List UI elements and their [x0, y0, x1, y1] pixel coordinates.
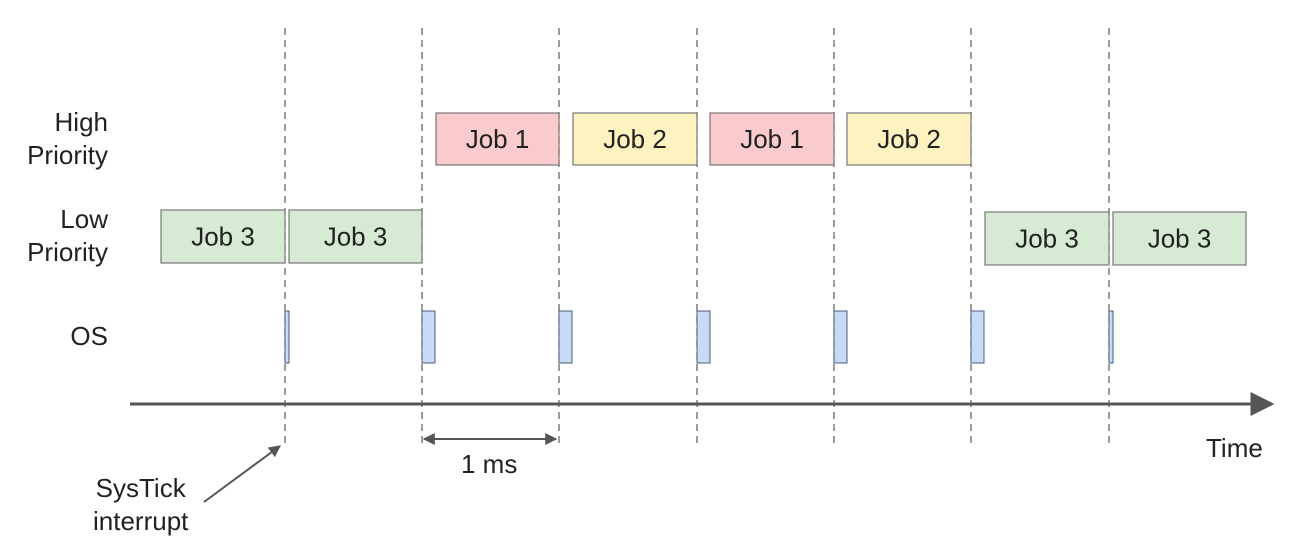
- job-label: Job 1: [740, 124, 804, 154]
- job-block: Job 2: [846, 112, 972, 166]
- high-priority-jobs: Job 1 Job 2 Job 1 Job 2: [435, 112, 972, 166]
- interval-label: 1 ms: [461, 449, 518, 479]
- job-label: Job 3: [1148, 224, 1212, 254]
- job-label: Job 2: [877, 124, 941, 154]
- os-block: [1108, 310, 1114, 364]
- job-block: Job 2: [572, 112, 698, 166]
- systick-pointer-arrow: [203, 445, 281, 503]
- job-label: Job 2: [603, 124, 667, 154]
- job-label: Job 1: [466, 124, 530, 154]
- low-priority-jobs: Job 3 Job 3 Job 3 Job 3: [160, 209, 1247, 266]
- job-block: Job 1: [435, 112, 560, 166]
- os-blocks: [284, 310, 1114, 364]
- systick-interrupt-label: SysTick interrupt: [93, 473, 189, 536]
- job-block: Job 3: [1112, 211, 1247, 266]
- job-box: [1112, 211, 1247, 266]
- job-box: [160, 209, 286, 264]
- job-box: [288, 209, 423, 264]
- job-block: Job 3: [160, 209, 286, 264]
- job-box: [846, 112, 972, 166]
- os-block: [696, 310, 711, 364]
- os-block: [558, 310, 573, 364]
- os-block: [284, 310, 290, 364]
- job-block: Job 3: [984, 211, 1110, 266]
- job-block: Job 3: [288, 209, 423, 264]
- job-box: [572, 112, 698, 166]
- job-box: [709, 112, 835, 166]
- os-block: [833, 310, 848, 364]
- job-block: Job 1: [709, 112, 835, 166]
- job-box: [984, 211, 1110, 266]
- row-label-low-priority: Low Priority: [27, 204, 108, 267]
- job-label: Job 3: [324, 222, 388, 252]
- job-label: Job 3: [1015, 224, 1079, 254]
- row-label-high-priority: High Priority: [27, 107, 108, 170]
- job-label: Job 3: [191, 222, 255, 252]
- os-block: [421, 310, 436, 364]
- job-box: [435, 112, 560, 166]
- row-label-os: OS: [70, 321, 108, 351]
- time-axis-label: Time: [1206, 433, 1263, 463]
- os-block: [970, 310, 985, 364]
